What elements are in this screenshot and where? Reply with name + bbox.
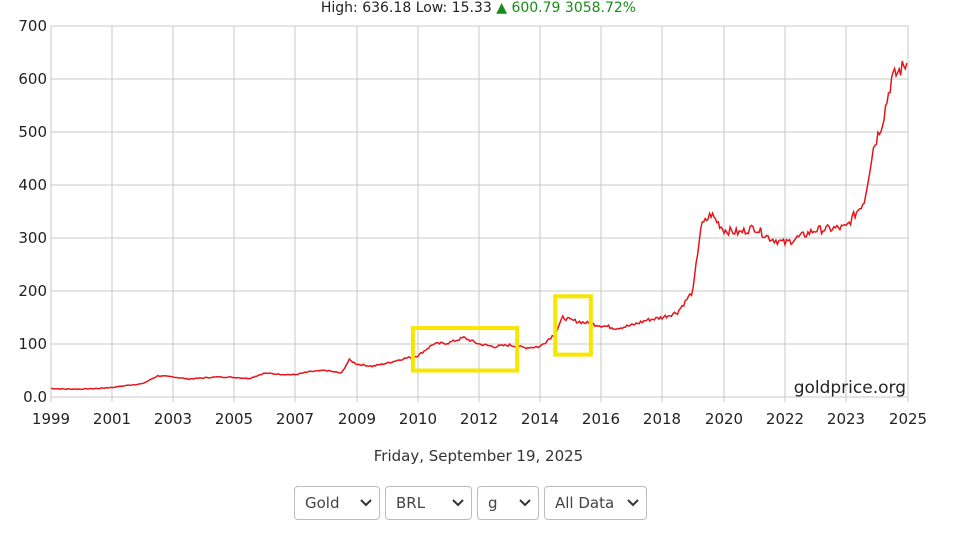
y-axis-ticks: 0.0 100 200 300 400 500 600 700 [18,17,47,406]
range-select[interactable]: All Data [544,486,647,520]
change-percent: 3058.72% [564,0,637,16]
x-tick-label: 2020 [705,410,743,428]
y-tick-label: 300 [18,229,47,247]
metal-select-value: Gold [305,494,340,512]
x-axis-ticks: 1999 2001 2003 2005 2007 2009 2010 2012 2014 2016… [32,410,927,428]
unit-select[interactable]: g [477,486,539,520]
chevron-down-icon [360,499,372,507]
y-tick-label: 700 [18,17,47,35]
x-tick-label: 2018 [643,410,681,428]
x-tick-label: 2007 [276,410,314,428]
watermark: goldprice.org [794,378,906,398]
x-tick-label: 2005 [215,410,253,428]
price-summary: High: 636.18 Low: 15.33 ▲ 600.79 3058.72… [0,0,957,17]
y-tick-label: 400 [18,176,47,194]
x-tick-label: 2025 [889,410,927,428]
x-tick-label: 2009 [338,410,376,428]
x-tick-label: 2014 [521,410,559,428]
chevron-down-icon [452,499,464,507]
gold-price-chart: 0.0 100 200 300 400 500 600 700 1999 2001 2003 200… [18,17,927,428]
y-tick-label: 200 [18,282,47,300]
x-tick-label: 2012 [460,410,498,428]
metal-select[interactable]: Gold [294,486,380,520]
x-tick-label: 1999 [32,410,70,428]
y-tick-label: 0.0 [23,388,47,406]
low-value: 15.33 [451,0,492,16]
highlight-boxes [410,294,593,373]
highlight-box [410,326,520,373]
x-tick-label: 2016 [582,410,620,428]
date-label: Friday, September 19, 2025 [373,447,584,465]
high-value: 636.18 [362,0,412,16]
x-tick-label: 2022 [766,410,804,428]
chart-grid [50,25,909,402]
currency-select[interactable]: BRL [385,486,472,520]
currency-select-value: BRL [396,494,426,512]
low-label: Low: [415,0,448,16]
x-tick-label: 2003 [154,410,192,428]
y-tick-label: 500 [18,123,47,141]
price-line [51,60,908,391]
y-tick-label: 100 [18,335,47,353]
chevron-down-icon [519,499,531,507]
x-tick-label: 2010 [399,410,437,428]
unit-select-value: g [488,494,498,512]
high-label: High: [320,0,358,16]
x-tick-label: 2023 [827,410,865,428]
range-select-value: All Data [555,494,615,512]
change-value: 600.79 [511,0,561,16]
x-tick-label: 2001 [93,410,131,428]
chevron-down-icon [627,499,639,507]
y-tick-label: 600 [18,70,47,88]
highlight-box [553,294,593,357]
change-arrow-icon: ▲ [496,0,507,16]
